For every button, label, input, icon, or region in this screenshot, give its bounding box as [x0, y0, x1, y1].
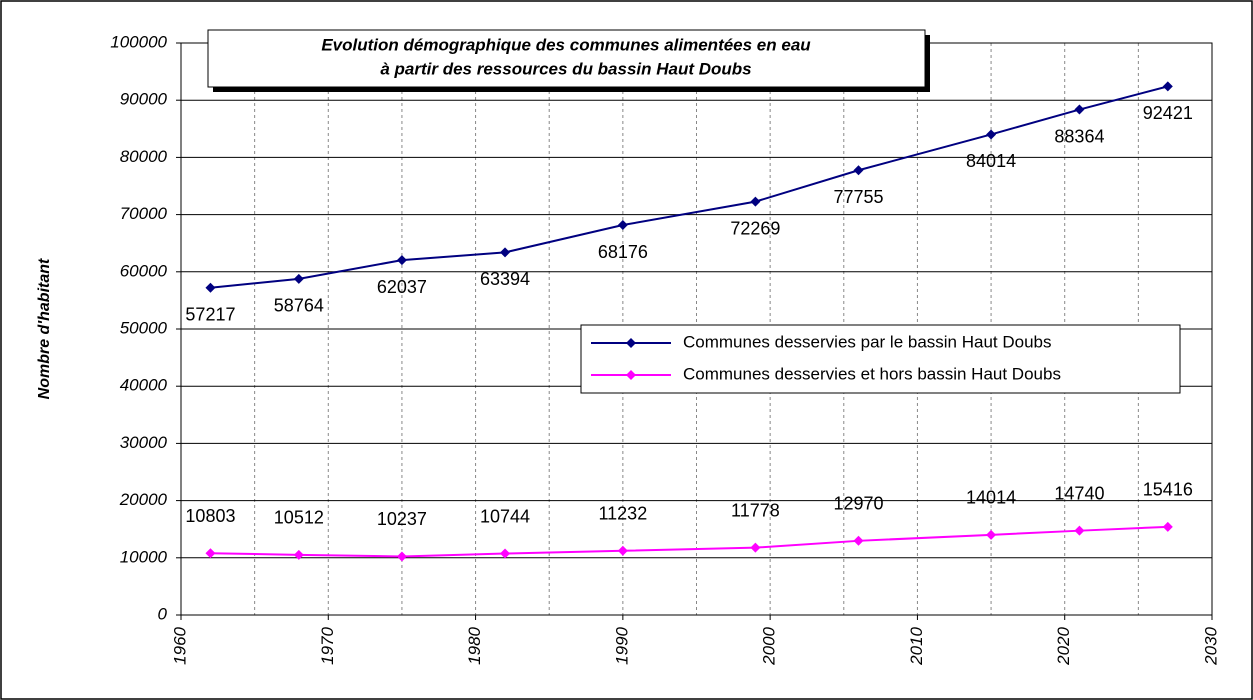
y-tick-label: 20000 [119, 490, 168, 509]
data-point [293, 273, 304, 284]
chart-title: Evolution démographique des communes ali… [321, 35, 811, 54]
data-point [853, 165, 864, 176]
data-point [396, 255, 407, 266]
data-label: 10744 [480, 506, 530, 526]
data-label: 57217 [185, 304, 235, 324]
legend-label: Communes desservies par le bassin Haut D… [683, 332, 1052, 351]
series-line [210, 525, 1168, 558]
data-point [853, 535, 864, 546]
legend-marker [626, 370, 636, 380]
y-tick-label: 40000 [120, 376, 168, 395]
data-point [396, 551, 407, 562]
legend-box [580, 324, 1181, 394]
x-tick-label: 1990 [612, 626, 631, 664]
data-point [293, 549, 304, 560]
data-label: 11232 [598, 504, 647, 524]
data-point [986, 129, 997, 140]
data-label: 14740 [1054, 483, 1104, 503]
y-tick-label: 70000 [120, 204, 168, 223]
data-point [500, 247, 511, 258]
data-point [1074, 104, 1085, 115]
x-tick-label: 1960 [170, 626, 189, 664]
data-point [750, 196, 761, 207]
legend-marker [626, 338, 636, 348]
x-tick-label: 1970 [318, 626, 337, 664]
y-tick-label: 0 [158, 604, 168, 623]
y-tick-label: 10000 [120, 547, 168, 566]
y-tick-label: 100000 [110, 32, 167, 51]
data-label: 12970 [833, 494, 883, 514]
y-axis-label: Nombre d'habitant [36, 258, 53, 399]
data-point [986, 529, 997, 540]
data-label: 10237 [377, 509, 427, 529]
data-label: 68176 [598, 242, 648, 262]
data-label: 84014 [966, 151, 1016, 171]
plot-area: 0 10000 20000 30000 40000 50000 60000 70000 8000… [110, 32, 1220, 665]
legend-label: Communes desservies et hors bassin Haut … [683, 364, 1061, 383]
x-tick-label: 1980 [465, 626, 484, 664]
title-box [207, 29, 926, 88]
y-tick-label: 80000 [120, 147, 168, 166]
overlay: Evolution démographique des communes ali… [36, 29, 930, 399]
data-label: 15416 [1143, 480, 1193, 500]
data-point [1074, 525, 1085, 536]
data-point [500, 548, 511, 559]
data-label: 92421 [1143, 103, 1193, 123]
data-label: 62037 [377, 277, 427, 297]
data-label: 77755 [833, 187, 883, 207]
data-label: 10803 [185, 506, 235, 526]
y-tick-label: 60000 [120, 261, 168, 280]
data-label: 72269 [730, 218, 780, 238]
data-point [1162, 81, 1173, 92]
chart-title: à partir des ressources du bassin Haut D… [380, 59, 751, 78]
x-tick-label: 2030 [1201, 626, 1220, 665]
data-label: 63394 [480, 269, 530, 289]
data-label: 88364 [1054, 126, 1104, 146]
x-tick-label: 2000 [760, 626, 779, 665]
series-line [210, 85, 1169, 289]
x-tick-label: 2010 [907, 626, 926, 665]
data-label: 10512 [274, 508, 324, 528]
data-label: 11778 [731, 500, 780, 520]
data-point [1162, 521, 1173, 532]
y-tick-label: 30000 [120, 433, 168, 452]
y-tick-label: 90000 [120, 90, 168, 109]
data-label: 14014 [966, 488, 1016, 508]
data-point [205, 548, 216, 559]
x-tick-label: 2020 [1054, 626, 1073, 665]
y-tick-label: 50000 [120, 318, 168, 337]
data-point [205, 282, 216, 293]
data-label: 58764 [274, 296, 324, 316]
data-point [750, 542, 761, 553]
data-point [617, 545, 628, 556]
data-point [617, 220, 628, 231]
